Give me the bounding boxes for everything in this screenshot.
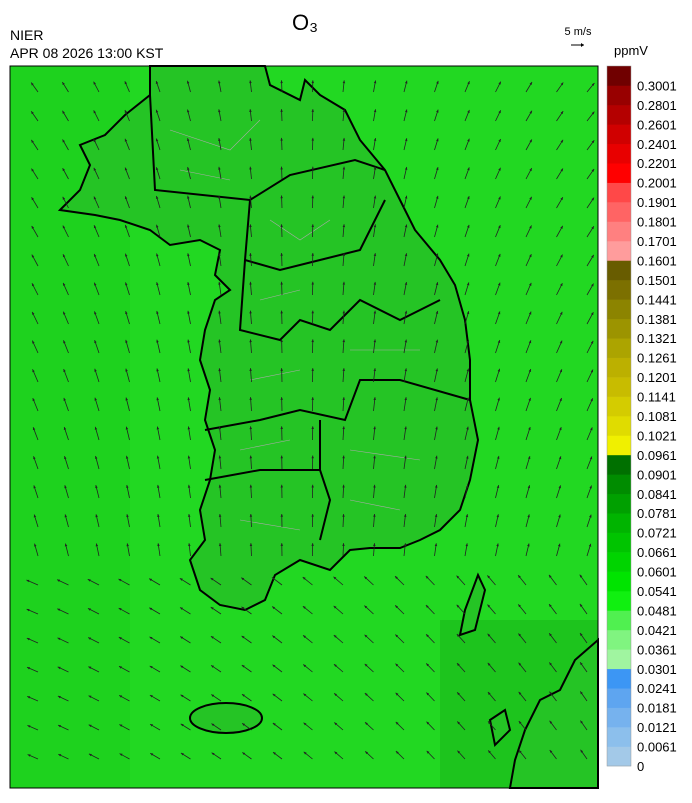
colorbar-label: 0.1141: [637, 390, 676, 405]
colorbar-label: 0.0601: [637, 565, 677, 580]
colorbar-label: 0.1321: [637, 331, 677, 346]
colorbar-unit: ppmV: [614, 43, 648, 58]
colorbar-swatch: [607, 319, 631, 339]
colorbar-label: 0.1441: [637, 292, 677, 307]
colorbar-swatch: [607, 747, 631, 767]
colorbar-swatch: [607, 610, 631, 630]
colorbar-label: 0.2801: [637, 98, 677, 113]
colorbar-swatch: [607, 338, 631, 358]
colorbar-label: 0.0181: [637, 701, 677, 716]
colorbar-label: 0.0901: [637, 467, 677, 482]
colorbar-swatch: [607, 105, 631, 125]
colorbar-label: 0.0241: [637, 681, 677, 696]
colorbar-label: 0.0361: [637, 642, 677, 657]
colorbar-label: 0.2201: [637, 156, 677, 171]
colorbar-label: 0.0721: [637, 526, 677, 541]
colorbar-swatch: [607, 591, 631, 611]
colorbar-label: 0.0481: [637, 603, 677, 618]
colorbar-swatch: [607, 630, 631, 650]
colorbar-swatch: [607, 494, 631, 514]
colorbar-label: 0.0421: [637, 623, 677, 638]
source: NIER: [10, 27, 43, 43]
colorbar-swatch: [607, 85, 631, 105]
timestamp: APR 08 2026 13:00 KST: [10, 45, 164, 61]
colorbar-swatch: [607, 513, 631, 533]
colorbar-label: 0: [637, 759, 644, 774]
colorbar-label: 0.0841: [637, 487, 677, 502]
colorbar-label: 0.0121: [637, 720, 677, 735]
wind-scale-label: 5 m/s: [565, 26, 592, 38]
colorbar-swatch: [607, 377, 631, 397]
colorbar-swatch: [607, 669, 631, 689]
colorbar-swatch: [607, 66, 631, 86]
colorbar-swatch: [607, 280, 631, 300]
colorbar-label: 0.1021: [637, 428, 677, 443]
colorbar-label: 0.1901: [637, 195, 677, 210]
colorbar-label: 0.0661: [637, 545, 677, 560]
colorbar-label: 0.2401: [637, 137, 677, 152]
colorbar-swatch: [607, 163, 631, 183]
colorbar-swatch: [607, 533, 631, 553]
colorbar-label: 0.0061: [637, 740, 677, 755]
colorbar-label: 0.1381: [637, 312, 677, 327]
colorbar-label: 0.0781: [637, 506, 677, 521]
colorbar-swatch: [607, 144, 631, 164]
colorbar-label: 0.1701: [637, 234, 677, 249]
colorbar-label: 0.1601: [637, 253, 677, 268]
colorbar: 0 0.0061 0.0121 0.0181 0.0241 0.0301 0.0361 0.0…: [607, 66, 677, 774]
colorbar-swatch: [607, 202, 631, 222]
colorbar-swatch: [607, 358, 631, 378]
wind-scale-arrow-head: [581, 43, 584, 47]
colorbar-swatch: [607, 455, 631, 475]
map: [10, 66, 598, 788]
title: O₃: [292, 10, 318, 35]
colorbar-swatch: [607, 727, 631, 747]
colorbar-swatch: [607, 552, 631, 572]
colorbar-swatch: [607, 435, 631, 455]
colorbar-swatch: [607, 183, 631, 203]
colorbar-swatch: [607, 397, 631, 417]
colorbar-label: 0.1501: [637, 273, 677, 288]
colorbar-swatch: [607, 416, 631, 436]
colorbar-swatch: [607, 241, 631, 261]
colorbar-label: 0.1081: [637, 409, 677, 424]
colorbar-swatch: [607, 299, 631, 319]
island: [190, 703, 262, 733]
colorbar-label: 0.3001: [637, 78, 677, 93]
colorbar-label: 0.2001: [637, 176, 677, 191]
colorbar-label: 0.1261: [637, 351, 677, 366]
colorbar-label: 0.0301: [637, 662, 677, 677]
colorbar-label: 0.1801: [637, 215, 677, 230]
colorbar-swatch: [607, 124, 631, 144]
colorbar-label: 0.1201: [637, 370, 677, 385]
colorbar-swatch: [607, 260, 631, 280]
colorbar-swatch: [607, 474, 631, 494]
colorbar-label: 0.0541: [637, 584, 677, 599]
colorbar-swatch: [607, 222, 631, 242]
colorbar-swatch: [607, 688, 631, 708]
colorbar-swatch: [607, 708, 631, 728]
colorbar-swatch: [607, 572, 631, 592]
colorbar-label: 0.2601: [637, 117, 677, 132]
colorbar-label: 0.0961: [637, 448, 677, 463]
colorbar-swatch: [607, 649, 631, 669]
